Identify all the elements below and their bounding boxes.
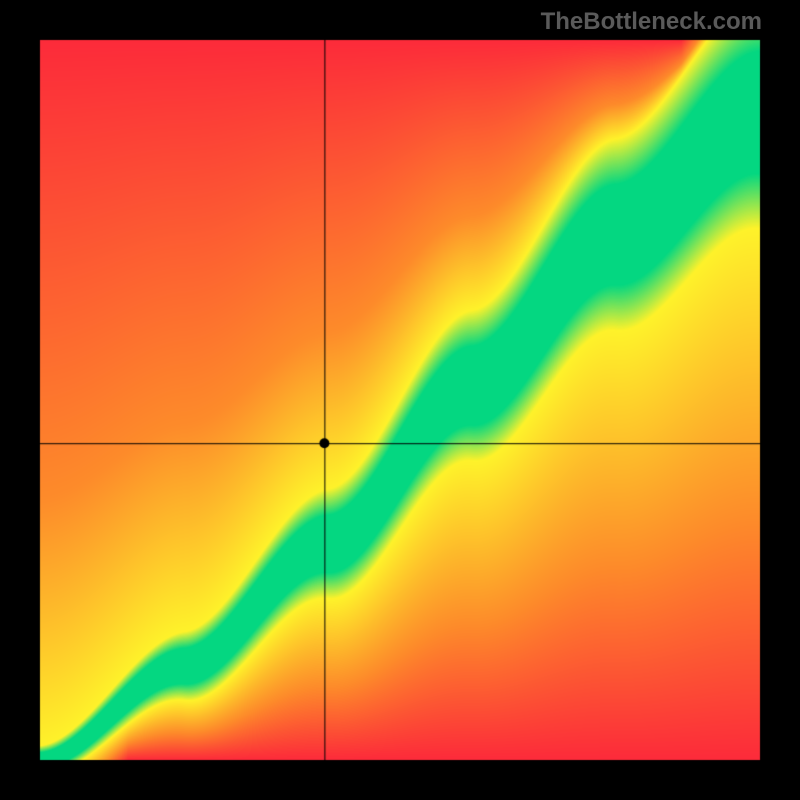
watermark-text: TheBottleneck.com bbox=[541, 8, 762, 36]
heatmap-canvas bbox=[0, 0, 800, 800]
